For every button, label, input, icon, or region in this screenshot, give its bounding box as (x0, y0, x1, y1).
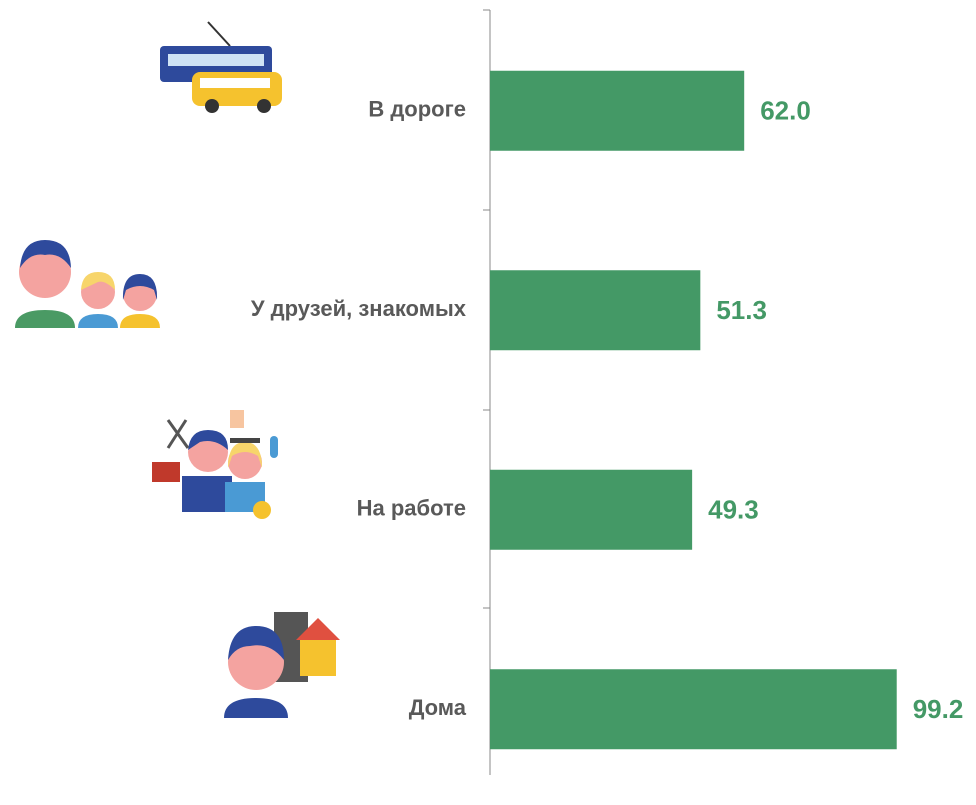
bar (490, 669, 897, 750)
bar (490, 70, 745, 151)
category-label: Дома (409, 695, 467, 720)
value-label: 51.3 (716, 295, 767, 325)
category-label: На работе (357, 496, 466, 521)
category-label: У друзей, знакомых (251, 296, 467, 321)
category-label: В дороге (368, 97, 466, 122)
bar (490, 270, 701, 351)
icon-friends (15, 240, 160, 328)
value-label: 49.3 (708, 495, 759, 525)
icon-transport (160, 21, 282, 113)
bar (490, 469, 693, 550)
value-label: 99.2 (913, 694, 964, 724)
icon-home (224, 612, 340, 718)
value-label: 62.0 (760, 96, 811, 126)
icon-work (152, 410, 278, 519)
axis (483, 9, 491, 775)
